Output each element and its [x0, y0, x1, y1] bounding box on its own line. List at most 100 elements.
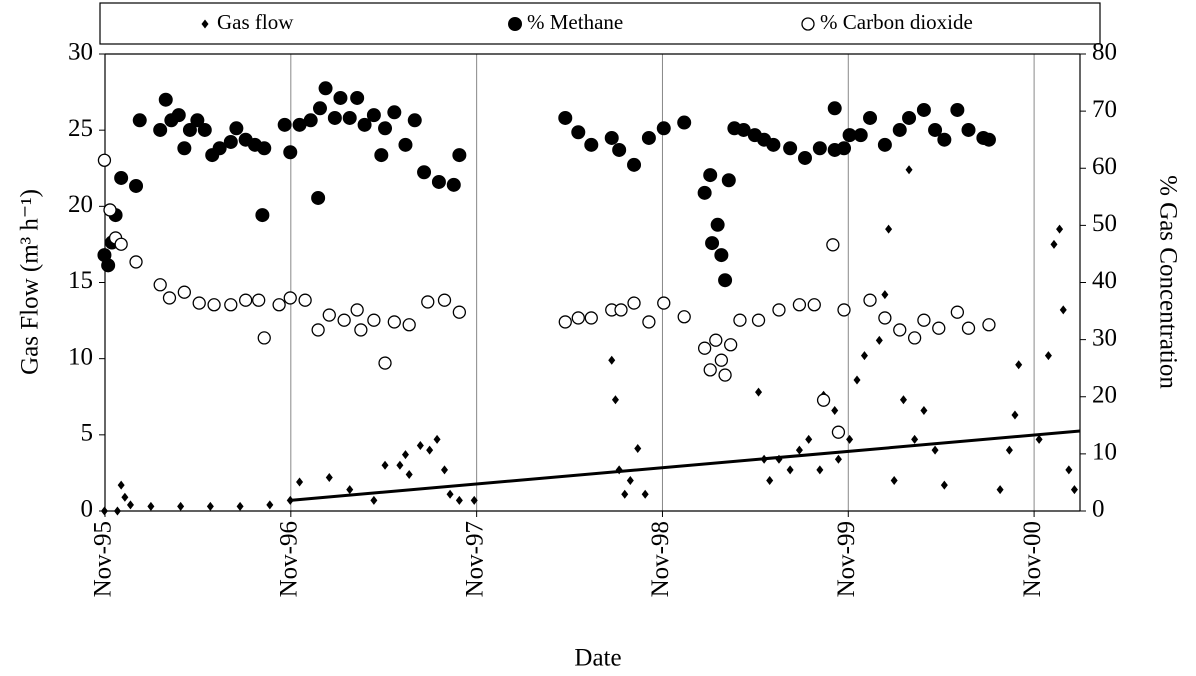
point [370, 495, 378, 505]
point [401, 450, 409, 460]
point [981, 132, 996, 147]
point [206, 501, 214, 511]
point [812, 141, 827, 156]
point [239, 293, 253, 307]
point [303, 113, 318, 128]
point [177, 141, 192, 156]
point [342, 110, 357, 125]
point [863, 293, 877, 307]
y-tick-label: 30 [68, 39, 93, 66]
point [916, 102, 931, 117]
point [440, 465, 448, 475]
point [97, 153, 112, 167]
point [1065, 465, 1073, 475]
point [153, 122, 168, 137]
point [153, 278, 167, 292]
point [446, 489, 454, 499]
point [1044, 351, 1052, 361]
point [641, 489, 649, 499]
point [417, 165, 432, 180]
y2-tick-label: 0 [1092, 496, 1105, 523]
point [961, 321, 976, 335]
point [212, 141, 227, 156]
y-axis-title: Gas Flow (m³ h⁻¹) [17, 189, 44, 375]
point [571, 125, 586, 140]
legend-label: Gas flow [217, 10, 294, 34]
point [751, 313, 766, 327]
point [367, 313, 381, 327]
point [378, 121, 393, 136]
point [827, 101, 842, 116]
point [584, 137, 599, 152]
point [721, 173, 736, 188]
point [378, 356, 392, 370]
point [772, 303, 786, 317]
point [755, 387, 763, 397]
point [718, 273, 733, 288]
point [374, 148, 389, 163]
legend-label: % Carbon dioxide [820, 10, 973, 34]
point [940, 480, 948, 490]
point [907, 331, 922, 345]
point [786, 465, 794, 475]
y-tick-label: 25 [68, 115, 93, 142]
point [875, 335, 883, 345]
point [407, 113, 422, 128]
y2-tick-label: 20 [1092, 381, 1117, 408]
point [121, 492, 129, 502]
point [190, 113, 205, 128]
point [571, 311, 585, 325]
point [322, 308, 336, 322]
point [224, 298, 238, 312]
legend-marker [201, 19, 209, 29]
point [1050, 239, 1058, 249]
point [656, 121, 671, 136]
point [710, 217, 725, 232]
x-tick-label: Nov-98 [647, 521, 674, 597]
trend-line [290, 429, 1081, 502]
legend-label: % Methane [527, 10, 623, 34]
point [416, 440, 424, 450]
point [584, 311, 598, 325]
point [608, 355, 616, 365]
point [257, 141, 272, 156]
y-tick-label: 5 [81, 420, 94, 447]
point [627, 296, 641, 310]
point [634, 444, 642, 454]
point [446, 177, 461, 192]
point [431, 174, 446, 189]
point [911, 434, 919, 444]
point [714, 353, 729, 367]
point [426, 445, 434, 455]
point [937, 132, 952, 147]
point [853, 128, 868, 143]
point [816, 465, 824, 475]
point [905, 165, 913, 175]
point [703, 363, 717, 377]
point [853, 375, 861, 385]
point [257, 331, 271, 345]
point [1005, 445, 1013, 455]
point [920, 405, 928, 415]
point [996, 485, 1004, 495]
point [641, 130, 656, 145]
point [677, 310, 691, 324]
point [437, 293, 452, 307]
point [893, 323, 907, 337]
y-tick-label: 10 [68, 343, 93, 370]
point [103, 203, 117, 217]
point [892, 122, 907, 137]
point [327, 110, 342, 125]
point [612, 142, 627, 157]
y2-tick-label: 60 [1092, 153, 1117, 180]
point [158, 92, 173, 107]
point [366, 108, 381, 123]
point [902, 110, 917, 125]
point [826, 238, 840, 252]
y2-axis-title: % Gas Concentration [1154, 175, 1181, 389]
point [1011, 410, 1019, 420]
point [890, 476, 898, 486]
x-tick-label: Nov-96 [276, 521, 303, 597]
point [703, 168, 718, 183]
